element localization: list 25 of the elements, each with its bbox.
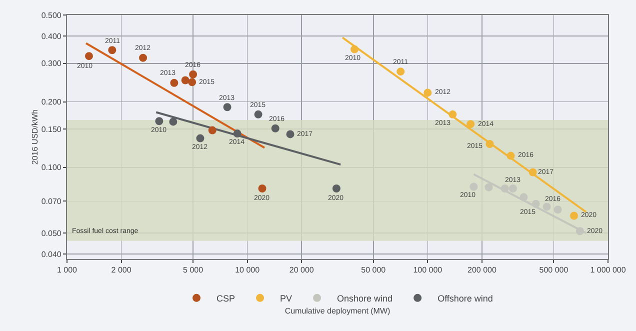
x-tick-label: 20 000 bbox=[289, 266, 314, 275]
x-tick-label: 200 000 bbox=[467, 266, 497, 275]
y-tick-label: 0.040 bbox=[41, 250, 62, 259]
x-tick-label: 50 000 bbox=[361, 266, 386, 275]
y-tick-label: 0.200 bbox=[41, 98, 62, 107]
y-tick-label: 0.070 bbox=[41, 196, 62, 206]
legend-label: Onshore wind bbox=[337, 293, 393, 304]
x-tick-label: 500 000 bbox=[539, 266, 569, 275]
y-tick-label: 0.100 bbox=[41, 163, 62, 172]
y-tick-label: 0.050 bbox=[41, 228, 62, 238]
legend-label: CSP bbox=[216, 293, 236, 304]
legend-label: Offshore wind bbox=[438, 293, 493, 304]
y-tick-label: 0.150 bbox=[41, 124, 62, 134]
x-tick-label: 10 000 bbox=[235, 266, 260, 275]
y-tick-label: 0.400 bbox=[41, 32, 62, 41]
x-tick-label: 1 000 bbox=[56, 266, 78, 275]
x-tick-label: 2 000 bbox=[111, 266, 132, 275]
x-tick-label: 5 000 bbox=[183, 266, 204, 275]
x-axis-title: Cumulative deployment (MW) bbox=[284, 306, 391, 316]
y-axis-title: 2016 USD/kWh bbox=[30, 109, 40, 165]
x-tick-label: 100 000 bbox=[413, 266, 443, 275]
y-tick-label: 0.500 bbox=[41, 10, 62, 20]
legend-label: PV bbox=[280, 293, 292, 304]
y-tick-label: 0.300 bbox=[41, 59, 62, 68]
x-tick-label: 1 000 000 bbox=[590, 266, 626, 275]
